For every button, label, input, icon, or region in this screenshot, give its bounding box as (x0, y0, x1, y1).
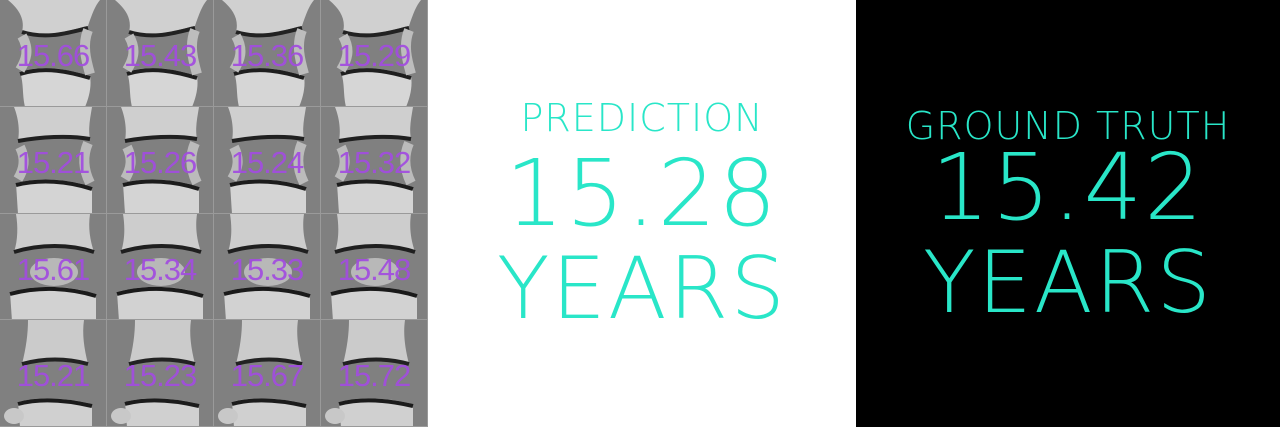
tile-prediction-value: 15.24 (230, 144, 305, 180)
xray-tile: 15.23 (107, 320, 214, 427)
xray-tile: 15.29 (321, 0, 428, 107)
xray-tile: 15.21 (0, 106, 107, 214)
tile-prediction-value: 15.21 (16, 358, 91, 394)
tile-prediction-value: 15.36 (230, 38, 305, 73)
xray-tile: 15.34 (107, 213, 214, 321)
tile-prediction-value: 15.32 (337, 144, 412, 180)
tile-prediction-value: 15.48 (337, 251, 412, 287)
tile-prediction-value: 15.61 (16, 251, 91, 287)
knee-xray-image (223, 213, 311, 320)
tile-prediction-value: 15.34 (123, 251, 198, 287)
knee-xray-image (9, 213, 97, 320)
tile-prediction-value: 15.67 (230, 358, 305, 394)
tile-prediction-value: 15.29 (337, 38, 412, 73)
knee-xray-image (120, 106, 202, 213)
xray-tile: 15.43 (107, 0, 214, 107)
xray-tile: 15.36 (214, 0, 321, 107)
knee-xray-image (222, 0, 314, 106)
xray-tile: 15.24 (214, 106, 321, 214)
xray-tile: 15.66 (0, 0, 107, 107)
knee-xray-image (330, 213, 418, 320)
xray-tile: 15.61 (0, 213, 107, 321)
xray-tile: 15.32 (321, 106, 428, 214)
tile-prediction-value: 15.23 (123, 358, 198, 394)
knee-xray-image (116, 213, 204, 320)
xray-tile: 15.21 (0, 320, 107, 427)
ground-truth-value: 15.42 (931, 134, 1205, 241)
tile-prediction-value: 15.43 (123, 38, 198, 73)
ground-truth-panel: GROUND TRUTH 15.42 YEARS (856, 0, 1280, 427)
knee-xray-image (111, 320, 200, 427)
xray-tile: 15.48 (321, 213, 428, 321)
ground-truth-unit: YEARS (922, 233, 1214, 333)
tile-prediction-value: 15.21 (16, 144, 91, 180)
knee-xray-image (329, 0, 421, 106)
prediction-value: 15.28 (505, 140, 779, 247)
prediction-unit: YEARS (496, 239, 788, 339)
prediction-panel: PREDICTION 15.28 YEARS (428, 0, 856, 427)
tile-prediction-value: 15.26 (123, 144, 198, 180)
xray-tile-grid: 15.66 15.43 15.36 15.29 15.21 15.26 15.2… (0, 0, 428, 427)
knee-xray-image (227, 106, 309, 213)
xray-tile: 15.26 (107, 106, 214, 214)
knee-xray-image (4, 320, 93, 427)
tile-prediction-value: 15.72 (337, 358, 412, 394)
knee-xray-image (115, 0, 207, 106)
knee-xray-image (218, 320, 307, 427)
knee-xray-image (8, 0, 100, 106)
knee-xray-image (325, 320, 414, 427)
xray-tile: 15.33 (214, 213, 321, 321)
xray-tile: 15.67 (214, 320, 321, 427)
knee-xray-image (13, 106, 95, 213)
prediction-label: PREDICTION (520, 96, 764, 140)
tile-prediction-value: 15.33 (230, 251, 305, 287)
ground-truth-label: GROUND TRUTH (905, 104, 1231, 148)
knee-xray-image (334, 106, 416, 213)
xray-tile: 15.72 (321, 320, 428, 427)
tile-prediction-value: 15.66 (16, 38, 91, 73)
